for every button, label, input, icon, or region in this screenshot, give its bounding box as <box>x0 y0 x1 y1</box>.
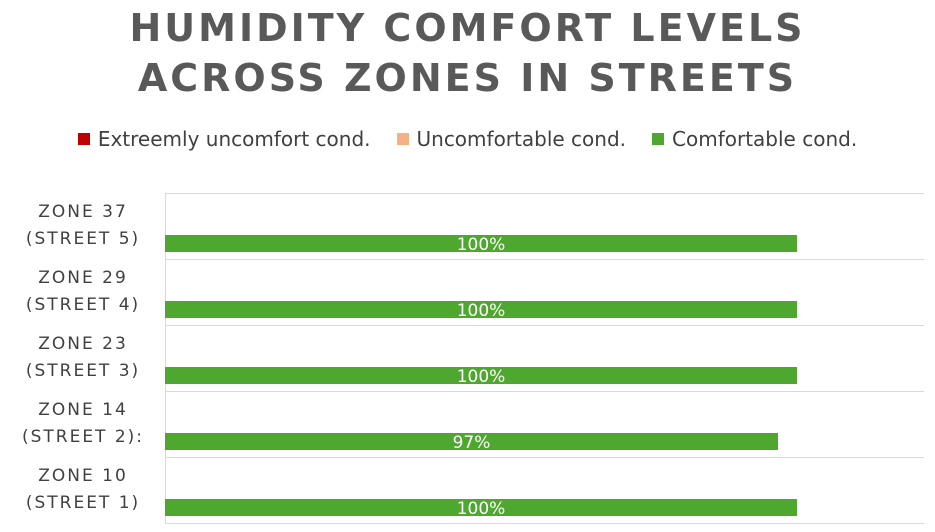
data-label-3: 97% <box>453 433 491 453</box>
category-label-4-line-1: ZONE 10 <box>38 466 128 486</box>
category-label-3-line-2: (STREET 2): <box>22 427 144 447</box>
data-label-0: 100% <box>457 235 506 255</box>
legend-swatch-uncomfortable <box>396 133 409 145</box>
legend-swatch-comfortable <box>652 133 665 145</box>
bar-2-1 <box>165 301 797 318</box>
legend-label-comfortable: Comfortable cond. <box>672 127 858 151</box>
category-label-2-line-1: ZONE 23 <box>38 334 128 354</box>
legend-item-extremely-uncomfortable: Extreemly uncomfort cond. <box>77 127 371 151</box>
bar-2-4 <box>165 499 797 516</box>
data-label-2: 100% <box>457 367 506 387</box>
chart-legend: Extreemly uncomfort cond. Uncomfortable … <box>0 126 935 152</box>
bar-2-0 <box>165 235 797 252</box>
data-label-4: 100% <box>457 499 506 519</box>
category-label-2-line-2: (STREET 3) <box>26 361 140 381</box>
bar-2-2 <box>165 367 797 384</box>
category-label-1-line-1: ZONE 29 <box>38 268 128 288</box>
category-label-3-line-1: ZONE 14 <box>38 400 128 420</box>
legend-item-comfortable: Comfortable cond. <box>652 127 857 151</box>
legend-label-extremely-uncomfortable: Extreemly uncomfort cond. <box>97 127 371 151</box>
chart-title-line-1: HUMIDITY COMFORT LEVELS <box>129 6 806 50</box>
chart-title: HUMIDITY COMFORT LEVELS ACROSS ZONES IN … <box>0 0 935 103</box>
category-label-1-line-2: (STREET 4) <box>26 295 140 315</box>
legend-swatch-extremely-uncomfortable <box>77 133 90 145</box>
category-label-0-line-2: (STREET 5) <box>26 229 140 249</box>
chart-title-line-2: ACROSS ZONES IN STREETS <box>137 56 798 100</box>
category-label-4-line-2: (STREET 1) <box>26 493 140 513</box>
legend-label-uncomfortable: Uncomfortable cond. <box>416 127 627 151</box>
legend-item-uncomfortable: Uncomfortable cond. <box>396 127 627 151</box>
data-label-1: 100% <box>457 301 506 321</box>
bar-2-3 <box>165 433 779 450</box>
category-label-0-line-1: ZONE 37 <box>38 202 128 222</box>
